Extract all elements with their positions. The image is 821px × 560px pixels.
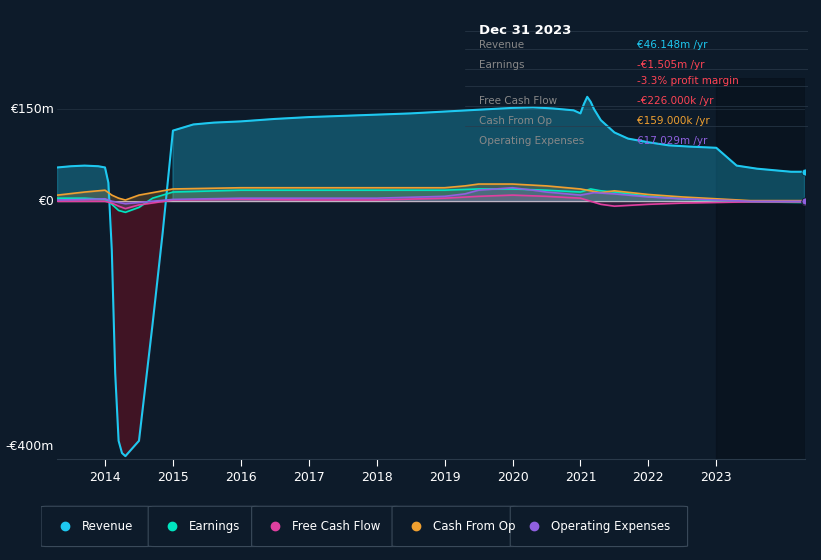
Text: Operating Expenses: Operating Expenses — [479, 137, 584, 146]
Text: -€226.000k /yr: -€226.000k /yr — [636, 96, 713, 106]
Text: Cash From Op: Cash From Op — [479, 116, 552, 126]
Text: €17.029m /yr: €17.029m /yr — [636, 137, 707, 146]
Text: -€1.505m /yr: -€1.505m /yr — [636, 60, 704, 70]
Text: Dec 31 2023: Dec 31 2023 — [479, 24, 571, 37]
Text: Operating Expenses: Operating Expenses — [551, 520, 670, 533]
FancyBboxPatch shape — [148, 506, 259, 547]
FancyBboxPatch shape — [41, 506, 152, 547]
Text: Earnings: Earnings — [479, 60, 525, 70]
Text: €46.148m /yr: €46.148m /yr — [636, 40, 707, 50]
Text: Revenue: Revenue — [82, 520, 133, 533]
Text: -€400m: -€400m — [6, 440, 53, 454]
Bar — [716, 78, 805, 459]
Text: Revenue: Revenue — [479, 40, 524, 50]
Text: Cash From Op: Cash From Op — [433, 520, 515, 533]
Text: €159.000k /yr: €159.000k /yr — [636, 116, 709, 126]
FancyBboxPatch shape — [251, 506, 400, 547]
FancyBboxPatch shape — [511, 506, 688, 547]
Text: Free Cash Flow: Free Cash Flow — [292, 520, 381, 533]
Text: -3.3% profit margin: -3.3% profit margin — [636, 76, 738, 86]
Text: €0: €0 — [38, 195, 53, 208]
Text: €150m: €150m — [10, 102, 53, 115]
FancyBboxPatch shape — [392, 506, 518, 547]
Text: Free Cash Flow: Free Cash Flow — [479, 96, 557, 106]
Text: Earnings: Earnings — [189, 520, 241, 533]
